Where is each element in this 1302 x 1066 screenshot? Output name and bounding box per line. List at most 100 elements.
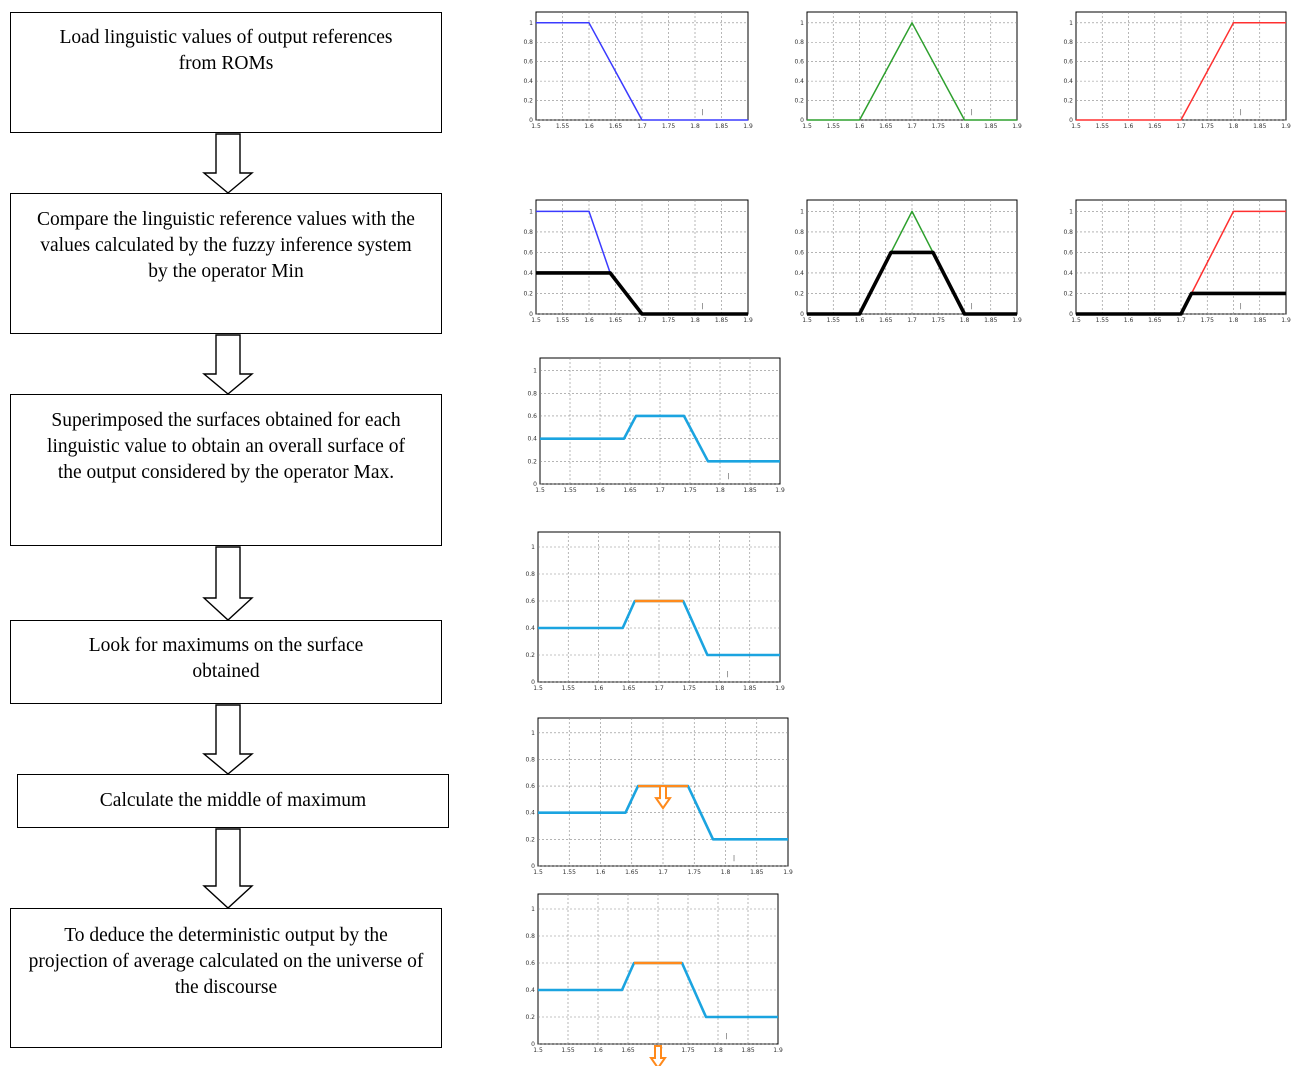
cursor-mark: | xyxy=(971,303,973,310)
plot-low-reference: 0 0.2 0.4 0.6 0.8 1 1.5 1.55 1.6 1.65 1.7 1.75 1.8 1.… xyxy=(518,4,758,138)
series-line-black xyxy=(1076,291,1286,316)
plot-maximums: 0 0.2 0.4 0.6 0.8 1 1.5 1.55 1.6 1.65 1.7 1.75 1.8 1.… xyxy=(522,528,785,692)
x-tick-label: 1.65 xyxy=(609,123,623,130)
x-tick-label: 1.65 xyxy=(879,317,893,324)
plot-low-min: 0 0.2 0.4 0.6 0.8 1 1.5 1.55 1.6 1.65 1.7 1.75 1.8 1.… xyxy=(518,192,758,332)
plot-medium-min: 0 0.2 0.4 0.6 0.8 1 1.5 1.55 1.6 1.65 1.7 1.75 1.8 1.… xyxy=(793,192,1025,332)
y-tick-label: 0.8 xyxy=(794,229,804,236)
y-tick-label: 0.6 xyxy=(1063,59,1073,66)
x-tick-label: 1.9 xyxy=(783,869,793,876)
y-tick-label: 0 xyxy=(800,311,804,318)
y-tick-label: 1 xyxy=(533,368,537,375)
x-tick-label: 1.85 xyxy=(1253,317,1267,324)
x-tick-label: 1.5 xyxy=(1071,317,1081,324)
x-tick-label: 1.7 xyxy=(654,685,664,692)
plot-high-min: 0 0.2 0.4 0.6 0.8 1 1.5 1.55 1.6 1.65 1.7 1.75 1.8 1.… xyxy=(1060,192,1294,332)
x-tick-label: 1.55 xyxy=(827,123,841,130)
x-tick-label: 1.75 xyxy=(932,317,946,324)
x-tick-label: 1.65 xyxy=(621,1047,635,1054)
y-tick-label: 0 xyxy=(533,481,537,488)
x-tick-label: 1.5 xyxy=(802,123,812,130)
y-tick-label: 0 xyxy=(529,117,533,124)
cursor-mark: | xyxy=(701,303,703,310)
x-tick-label: 1.75 xyxy=(683,685,697,692)
y-tick-label: 0 xyxy=(529,311,533,318)
y-tick-label: 0.2 xyxy=(523,98,533,105)
y-tick-label: 0.4 xyxy=(525,625,535,632)
cursor-mark: | xyxy=(725,1033,727,1040)
x-tick-label: 1.5 xyxy=(533,685,543,692)
grid xyxy=(807,12,1017,121)
x-tick-label: 1.85 xyxy=(984,317,998,324)
plot-max-surface: 0 0.2 0.4 0.6 0.8 1 1.5 1.55 1.6 1.65 1.7 1.75 1.8 1.… xyxy=(522,352,785,494)
x-tick-label: 1.7 xyxy=(1176,123,1186,130)
y-tick-label: 0.2 xyxy=(1063,290,1073,297)
y-tick-label: 0.2 xyxy=(523,290,533,297)
y-tick-label: 0.4 xyxy=(523,78,533,85)
plot-middle-of-maximum: 0 0.2 0.4 0.6 0.8 1 1.5 1.55 1.6 1.65 1.7 1.75 1.8 1.… xyxy=(522,714,793,876)
y-tick-label: 0.4 xyxy=(1063,270,1073,277)
x-tick-label: 1.7 xyxy=(1176,317,1186,324)
x-tick-label: 1.5 xyxy=(1071,123,1081,130)
x-tick-label: 1.65 xyxy=(1148,317,1162,324)
x-tick-label: 1.9 xyxy=(773,1047,783,1054)
y-tick-label: 0.4 xyxy=(527,436,537,443)
x-tick-label: 1.75 xyxy=(688,869,702,876)
step-text-deduce: To deduce the deterministic output by th… xyxy=(28,925,424,998)
y-tick-label: 1 xyxy=(1069,208,1073,215)
y-tick-label: 0 xyxy=(531,679,535,686)
grid xyxy=(538,894,778,1045)
x-tick-label: 1.55 xyxy=(563,487,577,494)
y-tick-label: 0.6 xyxy=(527,413,537,420)
x-tick-label: 1.6 xyxy=(595,487,605,494)
x-tick-label: 1.6 xyxy=(855,317,865,324)
x-tick-label: 1.9 xyxy=(1281,317,1291,324)
y-tick-label: 0.2 xyxy=(525,652,535,659)
cursor-mark: | xyxy=(971,109,973,116)
y-tick-label: 0.4 xyxy=(794,270,804,277)
x-tick-label: 1.85 xyxy=(715,317,729,324)
x-tick-label: 1.65 xyxy=(609,317,623,324)
x-tick-label: 1.7 xyxy=(907,123,917,130)
x-tick-label: 1.65 xyxy=(1148,123,1162,130)
y-tick-label: 1 xyxy=(531,906,535,913)
x-tick-label: 1.6 xyxy=(596,869,606,876)
x-tick-label: 1.5 xyxy=(802,317,812,324)
x-tick-label: 1.9 xyxy=(1012,317,1022,324)
y-tick-label: 0 xyxy=(531,1041,535,1048)
y-tick-label: 0.6 xyxy=(525,960,535,967)
x-tick-label: 1.6 xyxy=(1124,123,1134,130)
x-tick-label: 1.55 xyxy=(561,1047,575,1054)
x-tick-label: 1.9 xyxy=(743,123,753,130)
y-tick-label: 0.2 xyxy=(794,290,804,297)
x-tick-label: 1.6 xyxy=(593,1047,603,1054)
y-tick-label: 0.4 xyxy=(525,987,535,994)
series-line-blue xyxy=(536,22,748,121)
x-tick-label: 1.55 xyxy=(1096,317,1110,324)
y-tick-label: 0 xyxy=(1069,311,1073,318)
x-tick-label: 1.8 xyxy=(960,123,970,130)
x-tick-label: 1.55 xyxy=(1096,123,1110,130)
x-tick-label: 1.7 xyxy=(637,317,647,324)
x-tick-label: 1.85 xyxy=(984,123,998,130)
x-tick-label: 1.55 xyxy=(827,317,841,324)
step-text-superimpose: Superimposed the surfaces obtained for e… xyxy=(47,410,405,483)
grid xyxy=(536,12,748,121)
y-tick-label: 1 xyxy=(531,544,535,551)
y-tick-label: 1 xyxy=(800,20,804,27)
step-box-deduce: To deduce the deterministic output by th… xyxy=(10,908,442,1048)
y-tick-label: 0 xyxy=(800,117,804,124)
x-tick-label: 1.75 xyxy=(932,123,946,130)
y-tick-label: 0.8 xyxy=(525,933,535,940)
y-tick-label: 1 xyxy=(800,208,804,215)
down-arrow-icon xyxy=(202,546,254,621)
x-tick-label: 1.5 xyxy=(531,317,541,324)
step-text-maximums: Look for maximums on the surface obtaine… xyxy=(88,635,364,682)
x-tick-label: 1.6 xyxy=(584,317,594,324)
cursor-mark: | xyxy=(1240,109,1242,116)
step-text-compare: Compare the linguistic reference values … xyxy=(37,209,415,282)
plot-frame xyxy=(537,893,779,1045)
y-tick-label: 1 xyxy=(531,730,535,737)
y-tick-label: 0.4 xyxy=(1063,78,1073,85)
series-line-red xyxy=(1076,22,1286,121)
